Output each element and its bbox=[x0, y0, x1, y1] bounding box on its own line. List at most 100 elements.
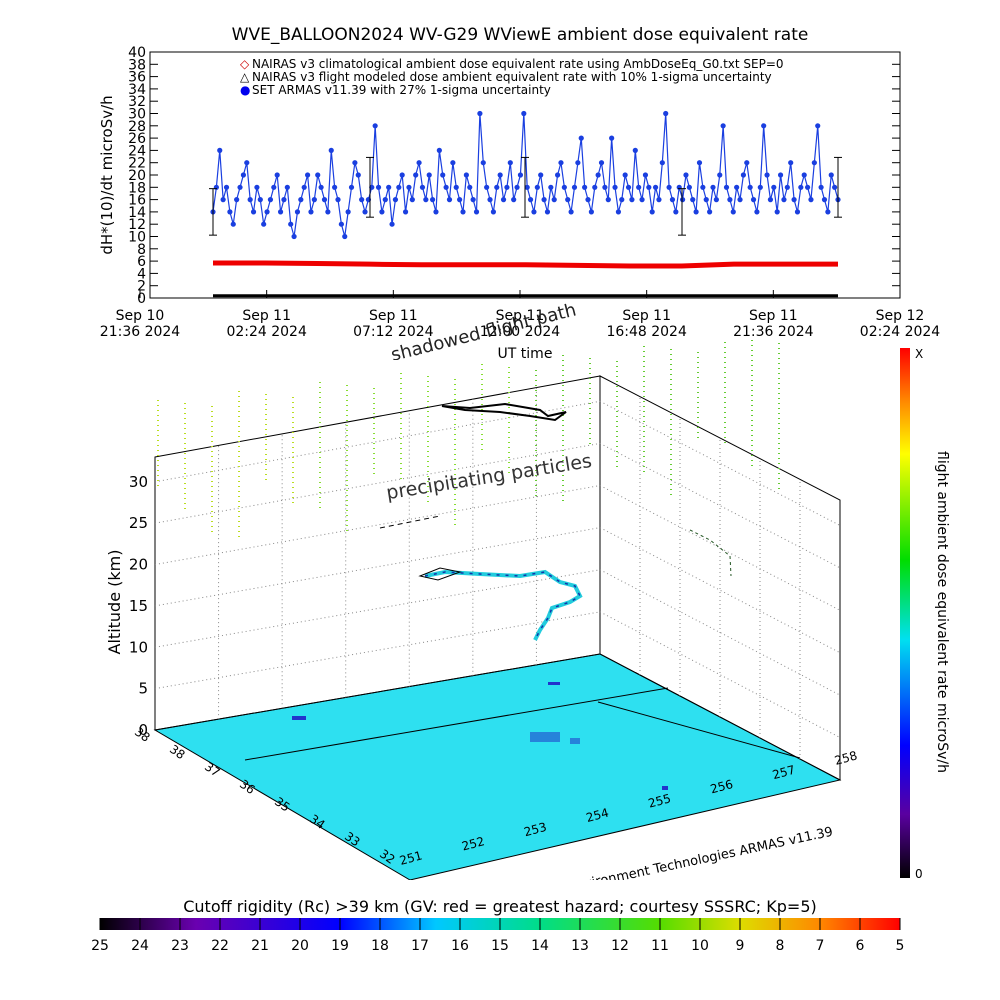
cutoff-tick-label: 19 bbox=[331, 938, 349, 954]
armas-point bbox=[507, 160, 513, 166]
armas-point bbox=[514, 184, 520, 190]
altitude-ticks: 0 5 10 15 20 25 30 bbox=[129, 473, 148, 739]
longitude-tick-label: 251 bbox=[398, 848, 424, 867]
altitude-tick-label: 30 bbox=[129, 473, 148, 491]
armas-point bbox=[669, 197, 676, 203]
y-tick-label: 6 bbox=[137, 254, 146, 270]
longitude-tick-label: 257 bbox=[771, 763, 797, 782]
longitude-tick-label: 254 bbox=[585, 806, 611, 825]
armas-point bbox=[457, 197, 463, 203]
armas-point bbox=[734, 184, 740, 190]
armas-point bbox=[413, 172, 419, 178]
altitude-tick-label: 20 bbox=[129, 556, 148, 574]
armas-point bbox=[500, 197, 507, 203]
x-tick-label-date: Sep 11 bbox=[496, 308, 545, 324]
armas-point bbox=[450, 160, 456, 166]
ground-line-1 bbox=[244, 687, 669, 761]
armas-point bbox=[686, 184, 692, 190]
armas-point bbox=[467, 184, 473, 190]
armas-point bbox=[588, 209, 594, 215]
armas-point bbox=[372, 123, 378, 129]
armas-point bbox=[386, 184, 392, 190]
armas-point bbox=[396, 184, 402, 190]
altitude-tick-label: 25 bbox=[129, 514, 148, 532]
armas-point bbox=[315, 172, 321, 178]
armas-point bbox=[497, 172, 503, 178]
longitude-tick-label: 256 bbox=[709, 777, 735, 796]
y-tick-label: 38 bbox=[128, 57, 146, 73]
armas-point bbox=[605, 197, 611, 203]
armas-point bbox=[301, 184, 307, 190]
y-tick-label: 28 bbox=[128, 119, 146, 135]
armas-point bbox=[636, 184, 642, 190]
armas-point bbox=[257, 197, 263, 203]
armas-point bbox=[227, 209, 233, 215]
series-layer bbox=[209, 110, 842, 298]
armas-point bbox=[250, 209, 257, 215]
y-tick-label: 36 bbox=[128, 70, 146, 86]
x-tick-label-time: 12:00 2024 bbox=[480, 324, 561, 340]
armas-point bbox=[345, 209, 351, 215]
armas-point bbox=[463, 172, 469, 178]
armas-point bbox=[828, 172, 834, 178]
longitude-tick-label: 258 bbox=[833, 748, 859, 767]
armas-point bbox=[348, 184, 355, 190]
armas-point bbox=[811, 160, 817, 166]
x-tick-label-time: 21:36 2024 bbox=[100, 324, 181, 340]
cutoff-tick-label: 21 bbox=[251, 938, 269, 954]
longitude-tick-label: 252 bbox=[460, 834, 486, 853]
armas-point bbox=[534, 184, 540, 190]
legend-symbol: ◇ bbox=[240, 57, 250, 71]
armas-point bbox=[237, 184, 243, 190]
flight-path bbox=[418, 567, 583, 641]
armas-point bbox=[548, 184, 554, 190]
armas-series-line bbox=[212, 113, 839, 237]
armas-point bbox=[730, 209, 736, 215]
armas-point bbox=[544, 209, 551, 215]
chart-title: WVE_BALLOON2024 WV-G29 WViewE ambient do… bbox=[232, 25, 809, 45]
armas-point bbox=[325, 209, 331, 215]
armas-point bbox=[568, 209, 574, 215]
cutoff-tick-label: 16 bbox=[451, 938, 469, 954]
grid-alt-line-right bbox=[599, 527, 841, 654]
armas-point bbox=[737, 197, 743, 203]
armas-point bbox=[284, 184, 290, 190]
latitude-tick-label: 38 bbox=[132, 725, 153, 745]
y-tick-label: 12 bbox=[128, 217, 146, 233]
armas-point bbox=[277, 209, 284, 215]
altitude-tick-label: 10 bbox=[129, 638, 148, 656]
y-tick-label: 20 bbox=[128, 168, 146, 184]
armas-point bbox=[565, 197, 571, 203]
armas-point bbox=[359, 197, 365, 203]
grid-alt-line-left bbox=[154, 527, 601, 607]
armas-point bbox=[578, 135, 584, 141]
armas-point bbox=[767, 197, 774, 203]
x-tick-label-date: Sep 10 bbox=[116, 308, 165, 324]
armas-point bbox=[419, 184, 426, 190]
cutoff-tick-label: 20 bbox=[291, 938, 309, 954]
armas-point bbox=[298, 197, 304, 203]
armas-point bbox=[781, 197, 787, 203]
armas-point bbox=[304, 172, 311, 178]
armas-point bbox=[815, 123, 821, 129]
cutoff-tick-label: 13 bbox=[571, 938, 589, 954]
longitude-tick-label: 253 bbox=[522, 820, 548, 839]
armas-point bbox=[612, 184, 618, 190]
dose-rate-chart: WVE_BALLOON2024 WV-G29 WViewE ambient do… bbox=[98, 25, 940, 360]
armas-point bbox=[821, 197, 828, 203]
armas-point bbox=[791, 197, 797, 203]
armas-point bbox=[436, 147, 442, 153]
armas-point bbox=[832, 184, 838, 190]
armas-point bbox=[747, 184, 753, 190]
armas-point bbox=[446, 197, 453, 203]
legend-entry: SET ARMAS v11.39 with 27% 1-sigma uncert… bbox=[252, 83, 551, 97]
cutoff-tick-label: 10 bbox=[691, 938, 709, 954]
armas-point bbox=[443, 184, 449, 190]
armas-point bbox=[321, 197, 328, 203]
cutoff-tick-label: 25 bbox=[91, 938, 109, 954]
y-tick-label: 26 bbox=[128, 131, 146, 147]
cutoff-tick-label: 6 bbox=[856, 938, 865, 954]
cutoff-colorbar-title: Cutoff rigidity (Rc) >39 km (GV: red = g… bbox=[183, 897, 817, 916]
armas-point bbox=[598, 160, 605, 166]
